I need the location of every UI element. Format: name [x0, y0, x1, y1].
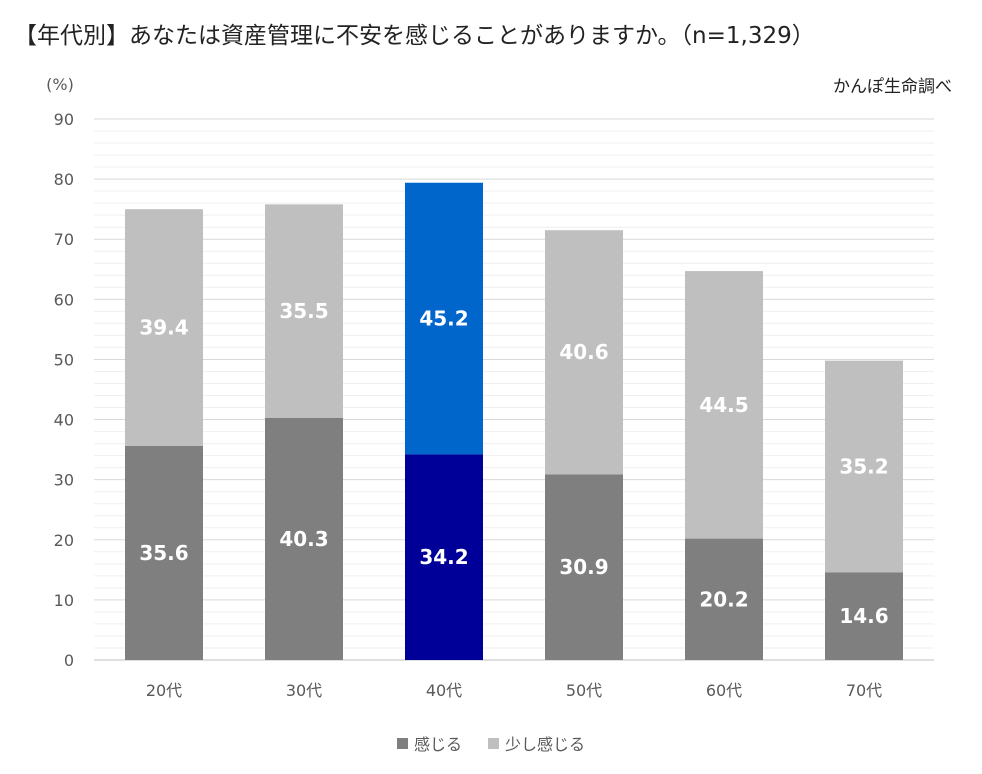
bar-kanjiru-30代 [265, 417, 343, 660]
y-tick-label: 60 [54, 290, 74, 309]
data-label: 35.2 [839, 454, 888, 478]
chart-source: かんぽ生命調べ [833, 77, 952, 97]
bar-sukoshi-kanjiru-30代 [265, 204, 343, 418]
data-label: 40.6 [559, 340, 608, 364]
x-tick-label: 70代 [846, 681, 882, 700]
legend-item-kanjiru: 感じる [396, 731, 462, 755]
data-label: 30.9 [559, 555, 608, 579]
bar-kanjiru-20代 [125, 446, 203, 660]
legend-swatch-sukoshi-kanjiru [488, 737, 499, 749]
x-tick-label: 40代 [426, 681, 462, 700]
y-tick-label: 10 [54, 591, 74, 610]
bar-kanjiru-60代 [685, 538, 763, 660]
data-label: 44.5 [699, 393, 748, 417]
x-tick-label: 60代 [706, 681, 742, 700]
y-tick-label: 90 [54, 110, 74, 129]
data-label: 20.2 [699, 587, 748, 611]
y-tick-label: 30 [54, 471, 74, 490]
y-tick-label: 80 [54, 170, 74, 189]
y-tick-label: 20 [54, 531, 74, 550]
bar-sukoshi-kanjiru-40代 [405, 182, 483, 455]
bar-kanjiru-70代 [825, 572, 903, 660]
data-label: 39.4 [139, 316, 188, 340]
legend-label-kanjiru: 感じる [413, 735, 462, 754]
legend-swatch-kanjiru [396, 737, 408, 749]
x-tick-label: 50代 [566, 681, 602, 700]
data-label: 35.6 [139, 541, 188, 565]
data-label: 14.6 [839, 604, 888, 628]
bar-sukoshi-kanjiru-20代 [125, 209, 203, 447]
x-tick-label: 30代 [286, 681, 322, 700]
data-label: 40.3 [279, 527, 328, 551]
chart-legend: 感じる 少し感じる [0, 731, 982, 755]
bar-sukoshi-kanjiru-60代 [685, 271, 763, 539]
y-tick-label: 70 [54, 230, 74, 249]
data-label: 35.5 [279, 299, 328, 323]
y-tick-label: 0 [64, 651, 74, 670]
y-tick-label: 40 [54, 411, 74, 430]
bar-sukoshi-kanjiru-50代 [545, 230, 623, 475]
chart-title: 【年代別】あなたは資産管理に不安を感じることがありますか。（n=1,329） [14, 23, 815, 49]
stacked-bar-chart: 0 10 20 30 40 50 60 70 80 90 (%) 35.6 39.4 20代 40.3 35.… [46, 75, 934, 700]
bar-kanjiru-50代 [545, 474, 623, 660]
data-label: 34.2 [419, 545, 468, 569]
bar-kanjiru-40代 [405, 454, 483, 660]
legend-item-sukoshi-kanjiru: 少し感じる [488, 731, 585, 755]
legend-label-sukoshi-kanjiru: 少し感じる [505, 735, 586, 754]
data-label: 45.2 [419, 307, 468, 331]
y-axis-label: (%) [46, 75, 74, 94]
x-tick-label: 20代 [146, 681, 182, 700]
y-tick-label: 50 [54, 350, 74, 369]
bar-sukoshi-kanjiru-70代 [825, 360, 903, 573]
